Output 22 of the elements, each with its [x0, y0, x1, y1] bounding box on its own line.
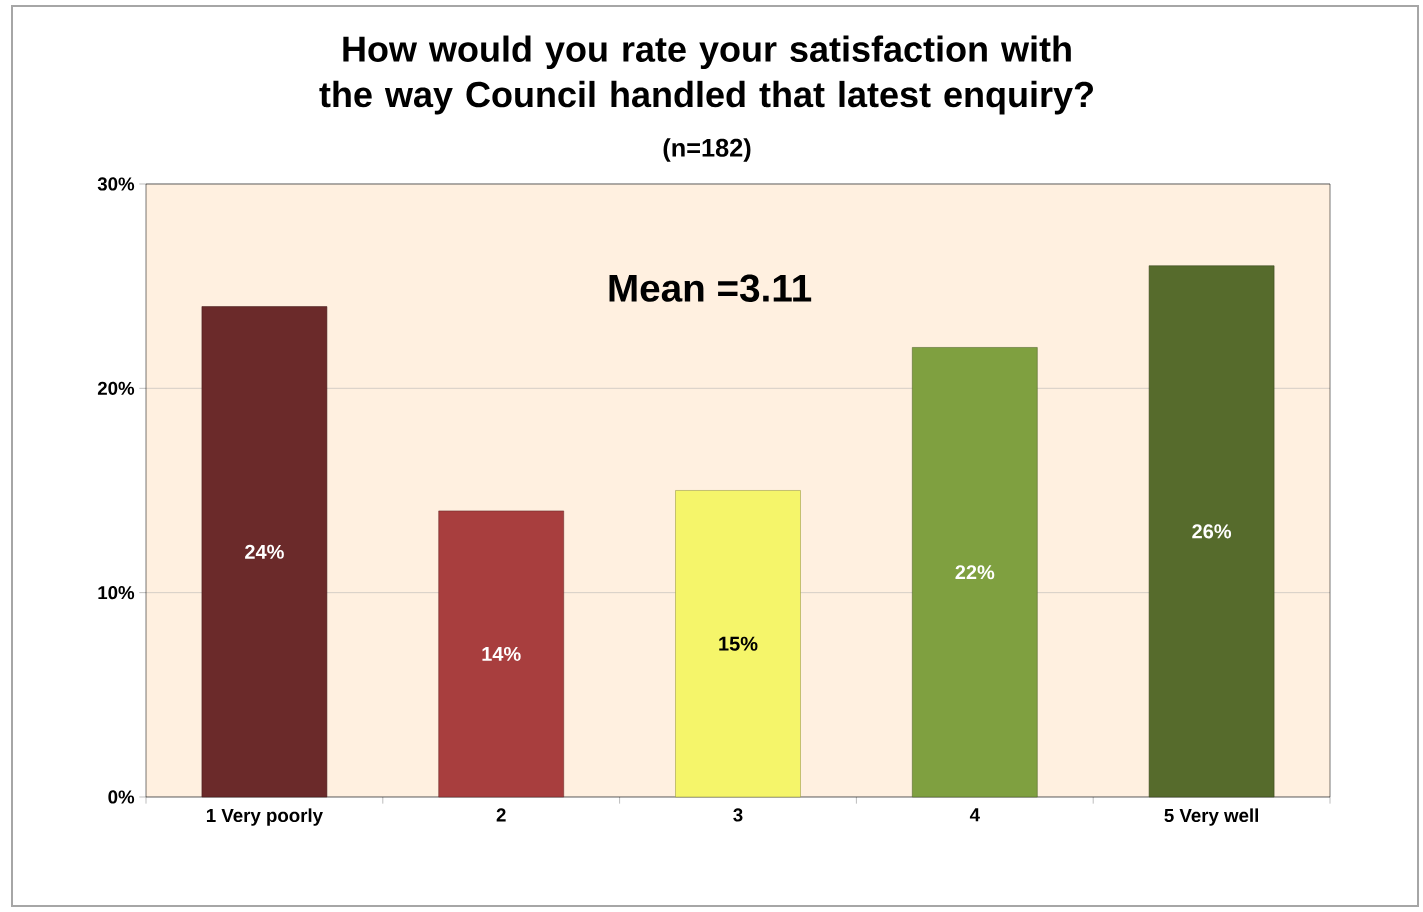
x-tick-label: 4	[969, 808, 980, 822]
x-tick-label: 5 Very well	[1164, 808, 1259, 826]
y-tick-label: 30%	[97, 177, 135, 191]
y-tick-label: 0%	[108, 790, 135, 804]
bar	[438, 510, 564, 798]
bar	[1148, 265, 1275, 798]
annotation: Mean =3.11	[609, 274, 812, 302]
bar	[912, 347, 1038, 798]
data-label: 24%	[245, 544, 284, 559]
y-tick-label: 20%	[97, 381, 135, 395]
x-tick-label: 3	[733, 808, 743, 822]
y-tick-label: 10%	[98, 586, 135, 600]
data-label: 14%	[482, 646, 521, 661]
x-tick-label: 2	[496, 808, 506, 822]
x-tick-label: 1 Very poorly	[206, 808, 323, 826]
bar	[201, 306, 328, 798]
data-label: 26%	[1192, 524, 1232, 539]
data-label: 15%	[719, 636, 758, 651]
bar	[675, 490, 801, 798]
data-label: 22%	[955, 565, 995, 580]
chart-subtitle: (n=182)	[663, 138, 751, 162]
chart-title: How would you rate your satisfaction with the way Council handled that latest enquiry?	[319, 35, 1093, 115]
